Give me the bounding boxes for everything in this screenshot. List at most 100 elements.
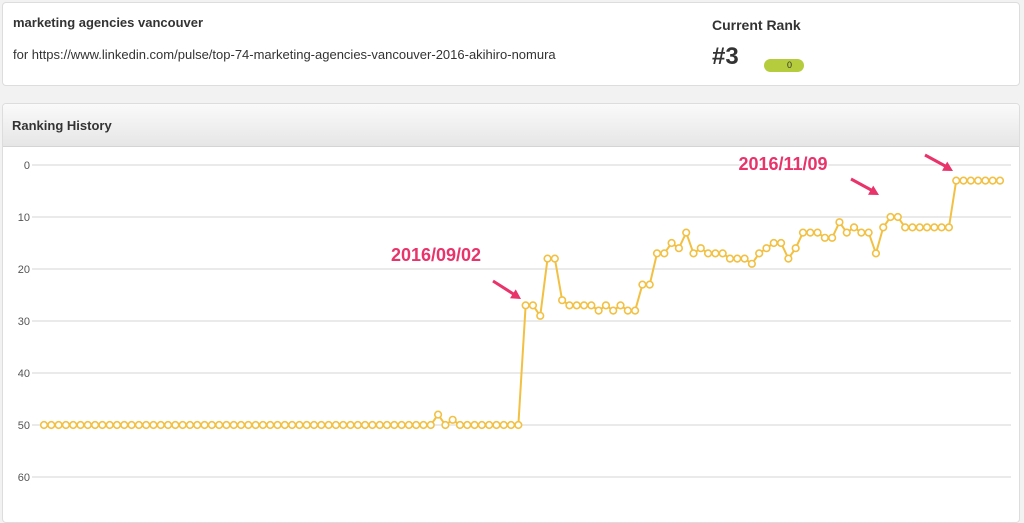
- rank-point: [90, 420, 100, 430]
- chart: 01020304050602016/09/022016/11/092016/11…: [18, 153, 1011, 484]
- y-tick-label: 50: [18, 420, 30, 432]
- rank-point: [346, 420, 355, 430]
- rank-point: [550, 254, 559, 263]
- rank-point: [266, 420, 275, 430]
- rank-point: [382, 420, 392, 430]
- rank-point: [463, 420, 472, 430]
- rank-point: [733, 254, 742, 263]
- rank-point: [667, 238, 676, 248]
- rank-point: [120, 420, 129, 430]
- rank-point: [594, 306, 603, 315]
- rank-point: [98, 420, 107, 430]
- rank-point: [660, 249, 669, 258]
- history-panel: Ranking History 0 10 20 30 40 50 60 2016/09/02 2…: [2, 103, 1020, 523]
- rank-point: [499, 420, 508, 430]
- y-tick-label: 10: [18, 212, 30, 224]
- rank-point: [587, 301, 596, 310]
- annotation: 2016/11/09: [738, 154, 827, 174]
- rank-point: [207, 420, 216, 430]
- rank-point: [127, 420, 136, 430]
- rank-point: [543, 254, 552, 263]
- rank-point: [674, 244, 684, 253]
- rank-point: [185, 420, 195, 430]
- y-tick-label: 0: [24, 160, 30, 172]
- rank-point: [879, 223, 888, 232]
- rank-point: [448, 415, 457, 424]
- rank-point: [76, 420, 85, 430]
- rank-point: [959, 176, 968, 185]
- rank-point: [521, 301, 530, 310]
- annotation-arrow: [850, 177, 874, 193]
- rank-point: [616, 301, 625, 310]
- rank-point: [244, 420, 253, 430]
- rank-point: [455, 420, 465, 430]
- y-tick-label: 20: [18, 264, 30, 276]
- rank-point: [47, 420, 56, 430]
- rank-point: [215, 420, 224, 430]
- rank-point: [652, 249, 662, 258]
- rank-point: [397, 420, 406, 430]
- annotation-arrowhead: [868, 185, 879, 195]
- rank-point: [280, 420, 289, 430]
- rank-point: [689, 249, 698, 258]
- rank-point: [937, 223, 946, 232]
- rank-point: [791, 244, 800, 253]
- rank-point: [419, 420, 428, 430]
- rank-point: [477, 420, 486, 430]
- rank-point: [331, 420, 341, 430]
- rank-point: [572, 301, 581, 310]
- rank-point: [105, 420, 114, 430]
- rank-point: [536, 311, 545, 320]
- rank-point: [134, 420, 143, 430]
- annotation: 2016/09/02: [391, 245, 481, 265]
- rank-point: [645, 280, 654, 289]
- rank-point: [828, 233, 837, 242]
- rank-point: [375, 420, 384, 430]
- rank-point: [806, 228, 815, 237]
- y-tick-label: 30: [18, 316, 30, 328]
- rank-point: [506, 420, 516, 430]
- rank: #3: [712, 43, 739, 70]
- rank-point: [579, 301, 589, 310]
- rank-point: [908, 223, 917, 232]
- rank-point: [893, 212, 902, 222]
- rank-point: [528, 301, 538, 310]
- rank-point: [339, 420, 348, 430]
- rank-point: [317, 420, 326, 430]
- rank-point: [966, 176, 975, 185]
- rank-point: [39, 420, 49, 430]
- rank-point: [251, 420, 260, 430]
- rank-point: [302, 420, 311, 430]
- rank-point: [470, 420, 479, 430]
- rank-point: [163, 420, 173, 430]
- rank-change-badge: 0: [764, 59, 804, 72]
- rank-point: [769, 238, 778, 248]
- rank-point: [368, 420, 377, 430]
- rank-point: [426, 420, 435, 430]
- rank-point: [703, 249, 713, 258]
- annotation-arrowhead: [942, 161, 953, 171]
- y-tick-label: 40: [18, 368, 30, 380]
- y-tick-label: 60: [18, 472, 30, 484]
- rank-point: [718, 249, 727, 258]
- rank-point: [171, 420, 180, 430]
- rank-point: [725, 254, 735, 263]
- rank-point: [995, 176, 1005, 185]
- rank-point: [952, 176, 961, 185]
- keyword: marketing agencies vancouver: [13, 15, 204, 30]
- rank-point: [353, 420, 362, 430]
- rank-point: [696, 244, 705, 253]
- rank-point: [514, 420, 523, 430]
- rank-point: [915, 223, 924, 232]
- rank-point: [798, 228, 808, 237]
- rank-point: [988, 176, 997, 185]
- rank-point: [156, 420, 165, 430]
- rank-point: [974, 176, 983, 185]
- rank-point: [886, 212, 895, 222]
- rank-point: [558, 296, 567, 305]
- rank-point: [200, 420, 209, 430]
- rank-point: [69, 420, 78, 430]
- rank-point: [922, 223, 932, 232]
- rank-point: [229, 420, 238, 430]
